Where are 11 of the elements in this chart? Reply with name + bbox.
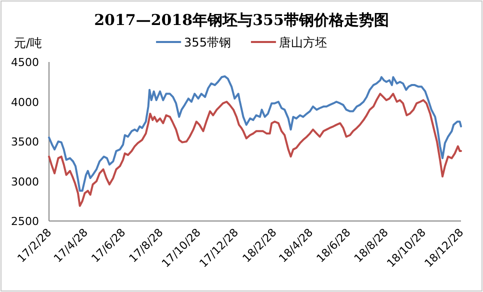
y-axis-title: 元/吨 xyxy=(14,36,42,50)
legend-label: 唐山方坯 xyxy=(278,36,327,50)
y-tick-label: 4000 xyxy=(11,96,39,109)
line-series xyxy=(48,92,462,207)
line-series xyxy=(48,75,462,192)
y-tick-label: 4500 xyxy=(11,56,39,69)
chart-title: 2017—2018年钢坯与355带钢价格走势图 xyxy=(94,11,389,29)
y-tick-label: 3000 xyxy=(11,175,39,188)
y-tick-label: 2500 xyxy=(11,215,39,228)
legend-label: 355带钢 xyxy=(184,36,231,50)
y-tick-label: 3500 xyxy=(11,136,39,148)
